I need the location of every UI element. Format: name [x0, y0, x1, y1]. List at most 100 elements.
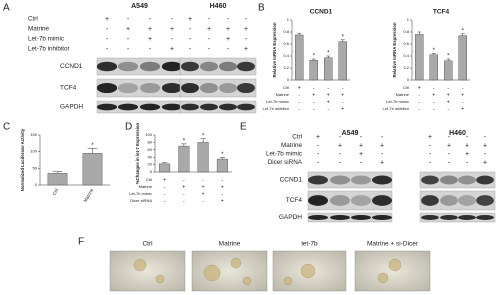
condition-sign: -	[466, 159, 469, 166]
cell-cluster	[300, 263, 316, 279]
condition-sign: -	[484, 134, 487, 141]
error-bar	[219, 157, 226, 160]
y-tick-label: 0	[407, 77, 410, 82]
significance-marker: *	[221, 152, 224, 158]
y-tick-label: 0.2	[283, 65, 289, 70]
blot-band	[117, 61, 139, 72]
bar	[197, 142, 209, 173]
chart-title: CCND1	[310, 9, 333, 16]
condition-sign: -	[429, 151, 432, 158]
condition-sign: -	[360, 134, 363, 141]
bar	[82, 153, 103, 186]
condition-sign: -	[189, 46, 192, 53]
condition-sign: -	[429, 142, 432, 149]
condition-label: Ctrl	[28, 16, 38, 23]
image-label: Matrine	[219, 241, 241, 248]
protein-label: CCND1	[60, 63, 83, 70]
panel-label: A	[3, 3, 10, 14]
condition-sign: +	[447, 92, 450, 98]
condition-sign: +	[380, 142, 384, 149]
condition-sign: -	[298, 106, 300, 112]
significance-marker: *	[91, 143, 94, 149]
condition-sign: -	[418, 92, 420, 98]
blot-band	[139, 103, 161, 111]
condition-sign: -	[149, 16, 152, 23]
blot-band	[372, 214, 392, 221]
condition-sign: +	[338, 142, 342, 149]
blot-membrane	[179, 57, 257, 76]
condition-sign: +	[359, 142, 363, 149]
bar	[429, 54, 438, 81]
y-tick-label: 0	[287, 77, 290, 82]
condition-sign: -	[360, 159, 363, 166]
condition-sign: +	[148, 26, 152, 33]
condition-sign: +	[465, 142, 469, 149]
condition-label: Let-7b inhibitor	[383, 106, 410, 111]
condition-label: Matrine	[276, 92, 290, 97]
significance-marker: *	[202, 133, 205, 139]
y-tick-label: 0.4	[403, 53, 409, 58]
y-tick-label: 0.8	[283, 29, 289, 34]
condition-sign: +	[312, 92, 315, 98]
condition-label: Matrine	[28, 26, 49, 33]
significance-marker: *	[342, 34, 345, 40]
cell-cluster	[242, 276, 252, 286]
condition-sign: -	[339, 134, 342, 141]
significance-marker: *	[327, 51, 330, 57]
condition-sign: -	[313, 99, 315, 105]
condition-sign: +	[221, 184, 224, 190]
condition-sign: +	[461, 92, 464, 98]
condition-sign: -	[202, 177, 204, 183]
blot-membrane	[419, 190, 496, 211]
blot-band	[200, 82, 218, 94]
blot-band	[181, 82, 199, 94]
significance-marker: *	[433, 48, 436, 54]
condition-sign: -	[183, 198, 185, 204]
blot-band	[96, 61, 118, 72]
protein-label: CCND1	[280, 177, 303, 184]
blot-band	[117, 103, 139, 111]
blot-membrane	[179, 78, 257, 98]
y-axis-label: Relative mRNA Expression	[272, 22, 277, 77]
condition-sign: -	[208, 16, 211, 23]
condition-sign: +	[327, 99, 330, 105]
condition-sign: +	[148, 36, 152, 43]
cell-cluster	[133, 258, 147, 272]
condition-sign: -	[171, 16, 174, 23]
panel-label: B	[258, 3, 265, 14]
error-bar	[460, 33, 465, 36]
blot-band	[200, 61, 218, 72]
error-bar	[311, 58, 316, 61]
condition-sign: +	[483, 159, 487, 166]
condition-label: Matrine	[139, 184, 153, 189]
error-bar	[161, 162, 168, 164]
bar	[324, 57, 333, 81]
condition-sign: +	[163, 177, 166, 183]
y-tick-label: 0.4	[283, 53, 289, 58]
condition-sign: +	[182, 184, 185, 190]
bar	[178, 145, 190, 173]
error-bar	[326, 55, 331, 58]
condition-label: Ctrl	[292, 134, 302, 141]
bar	[295, 34, 304, 81]
condition-sign: -	[171, 36, 174, 43]
blot-band	[476, 214, 494, 221]
y-tick-label: 60	[148, 147, 153, 152]
y-tick-label: 50	[33, 165, 38, 170]
condition-sign: +	[428, 134, 432, 141]
condition-sign: -	[317, 159, 320, 166]
significance-marker: *	[183, 138, 186, 144]
error-bar	[87, 148, 98, 154]
error-bar	[446, 58, 451, 61]
condition-sign: +	[105, 16, 109, 23]
blot-band	[372, 195, 392, 206]
blot-band	[330, 214, 350, 221]
protein-label: GAPDH	[60, 104, 83, 111]
condition-sign: -	[339, 159, 342, 166]
bar	[415, 34, 424, 81]
condition-sign: -	[164, 198, 166, 204]
micrograph	[272, 250, 347, 292]
bar	[159, 163, 171, 173]
condition-label: Let-7b mimic	[129, 191, 152, 196]
condition-sign: +	[126, 26, 130, 33]
